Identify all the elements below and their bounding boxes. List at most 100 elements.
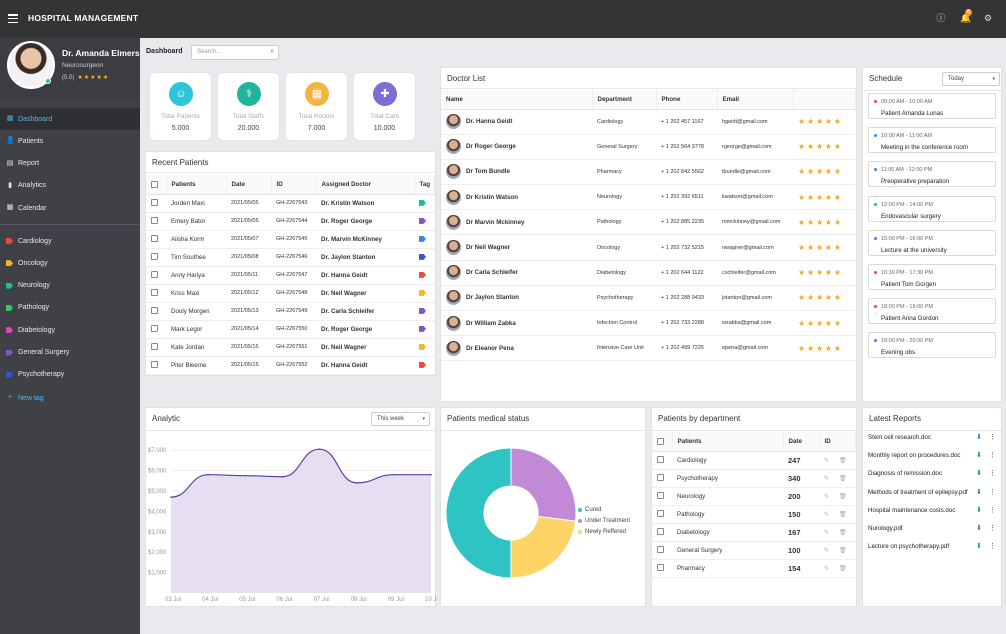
select-all-checkbox[interactable] (657, 437, 664, 445)
search-icon[interactable]: ⌕ (270, 48, 274, 55)
more-vertical-icon[interactable]: ⋮ (989, 434, 996, 441)
row-checkbox[interactable] (151, 307, 158, 315)
col-header-assigned-doctor[interactable]: Assigned Doctor (316, 175, 415, 195)
table-row[interactable]: Dr Neil Wagner Oncology + 1 202 732 5215 nw… (441, 234, 856, 261)
doctor-name[interactable]: Dr Neil Wagner (466, 244, 511, 252)
hamburger-menu-icon[interactable] (8, 14, 18, 23)
sidebar-tag-oncology[interactable]: Oncology (0, 252, 140, 274)
row-checkbox[interactable] (657, 510, 664, 518)
row-checkbox[interactable] (657, 546, 664, 554)
assigned-doctor[interactable]: Dr. Hanna Geidt (316, 266, 414, 285)
tag-icon[interactable] (419, 235, 426, 242)
tag-icon[interactable] (419, 253, 426, 260)
tag-icon[interactable] (419, 325, 426, 332)
row-checkbox[interactable] (151, 217, 158, 225)
more-vertical-icon[interactable]: ⋮ (989, 452, 996, 460)
report-file-name[interactable]: Diagnosis of remission.doc (868, 470, 942, 478)
schedule-item[interactable]: 16:30 PM - 17:30 PM Patient Tom Gorgen (868, 264, 996, 290)
tag-icon[interactable] (419, 361, 426, 368)
table-row[interactable]: Kate Jordan 2021/05/15 GH-2267551 Dr. Neil … (146, 338, 435, 357)
sidebar-tag-neurology[interactable]: Neurology (0, 275, 140, 297)
tag-icon[interactable] (419, 343, 426, 350)
row-checkbox[interactable] (151, 325, 158, 333)
sidebar-item-patients[interactable]: 👤 Patients (0, 130, 140, 152)
table-row[interactable]: Dr Eleanor Pena Intensive Care Unit + 1 20… (441, 335, 856, 362)
sidebar-item-dashboard[interactable]: ▦ Dashboard (0, 108, 140, 130)
assigned-doctor[interactable]: Dr. Roger George (316, 320, 414, 339)
stat-card-total-rooms[interactable]: ▦ Total Rooms 7.000 (285, 72, 348, 141)
download-icon[interactable]: ⬇ (976, 488, 982, 496)
schedule-filter-select[interactable]: Today ▾ (942, 72, 1000, 86)
doctor-name[interactable]: Dr William Zabka (466, 319, 516, 327)
trash-icon[interactable]: 🗑 (839, 511, 847, 518)
schedule-item[interactable]: 18:00 PM - 19:00 PM Patient Anna Gordon (868, 298, 996, 325)
row-checkbox[interactable] (151, 361, 158, 369)
schedule-item[interactable]: 19:00 PM - 20:00 PM Evening obs (868, 332, 996, 359)
row-checkbox[interactable] (657, 492, 664, 500)
table-row[interactable]: Dr Carla Schleifer Diabetology + 1 202 644… (441, 260, 856, 286)
table-row[interactable]: Neurology 200 ✎ 🗑 (652, 487, 856, 506)
breadcrumb[interactable]: Dashboard (146, 48, 183, 55)
doctor-email[interactable]: wzabka@gmail.com (717, 310, 793, 337)
assigned-doctor[interactable]: Dr. Roger George (316, 212, 414, 231)
schedule-item[interactable]: 15:00 PM - 16:00 PM Lecture at the univer… (868, 229, 996, 256)
download-icon[interactable]: ⬇ (976, 452, 982, 460)
stat-card-total-patients[interactable]: ☺ Total Patients 5.000 (149, 72, 212, 141)
assigned-doctor[interactable]: Dr. Marvin McKinney (316, 230, 414, 249)
schedule-item[interactable]: 12:00 PM - 14:00 PM Endovascular surgery (868, 195, 996, 222)
assigned-doctor[interactable]: Dr. Hanna Geidt (316, 356, 414, 375)
report-file-name[interactable]: Hospital maintenance costs.doc (868, 506, 956, 514)
stat-card-total-cars[interactable]: ✚ Total Cars 10.000 (353, 72, 416, 141)
col-header-patients[interactable]: Patients (672, 432, 784, 452)
table-row[interactable]: Kriss Maxi 2021/05/12 GH-2267548 Dr. Neil W… (146, 284, 435, 303)
table-row[interactable]: Pathology 150 ✎ 🗑 (652, 505, 856, 524)
assigned-doctor[interactable]: Dr. Kristin Watson (316, 194, 414, 213)
table-row[interactable]: Pharmacy 154 ✎ 🗑 (652, 559, 856, 578)
sidebar-tag-cardiology[interactable]: Cardiology (0, 230, 140, 252)
more-vertical-icon[interactable]: ⋮ (989, 470, 996, 478)
report-file-name[interactable]: Nurology.pdf (868, 525, 903, 532)
doctor-name[interactable]: Dr Tom Bundle (466, 168, 510, 176)
doctor-email[interactable]: cschleifer@gmail.com (717, 260, 793, 286)
row-checkbox[interactable] (151, 271, 158, 279)
row-checkbox[interactable] (151, 253, 158, 261)
row-checkbox[interactable] (151, 235, 158, 243)
doctor-email[interactable]: kwatson@gmail.com (717, 184, 793, 211)
schedule-item[interactable]: 10:00 AM - 11:00 AM Meeting in the confer… (868, 127, 996, 154)
download-icon[interactable]: ⬇ (976, 525, 982, 532)
edit-pencil-icon[interactable]: ✎ (824, 565, 830, 572)
edit-pencil-icon[interactable]: ✎ (824, 511, 830, 518)
table-row[interactable]: Dr Kristin Watson Neurology + 1 202 392 65… (441, 184, 856, 211)
more-vertical-icon[interactable]: ⋮ (989, 543, 996, 551)
sidebar-tag-pathology[interactable]: Pathology (0, 297, 140, 319)
doctor-name[interactable]: Dr Kristin Watson (466, 193, 519, 201)
edit-pencil-icon[interactable]: ✎ (824, 475, 830, 482)
table-row[interactable]: Diabetology 167 ✎ 🗑 (652, 523, 856, 542)
bell-icon[interactable]: 🔔 (960, 13, 972, 23)
edit-pencil-icon[interactable]: ✎ (824, 493, 830, 500)
table-row[interactable]: Alisha Korm 2021/05/07 GH-2267545 Dr. Marvi… (146, 230, 435, 249)
col-header-department[interactable]: Department (592, 90, 657, 110)
sidebar-item-report[interactable]: ▤ Report (0, 153, 140, 175)
report-file-name[interactable]: Lecture on psychotherapy.pdf (868, 543, 950, 551)
info-icon[interactable]: ⓘ (936, 13, 946, 23)
download-icon[interactable]: ⬇ (976, 434, 982, 441)
row-checkbox[interactable] (151, 343, 158, 351)
new-tag-button[interactable]: + New tag (0, 387, 140, 409)
settings-gear-icon[interactable]: ⚙ (983, 13, 993, 23)
doctor-name[interactable]: Dr Roger George (466, 143, 516, 151)
table-row[interactable]: Piter Bleeme 2021/05/15 GH-2267552 Dr. Hann… (146, 356, 435, 375)
col-header-date[interactable]: Date (783, 432, 820, 452)
col-header-tag[interactable]: Tag (414, 175, 435, 195)
doctor-email[interactable]: jstanton@gmail.com (717, 285, 793, 312)
download-icon[interactable]: ⬇ (976, 543, 982, 551)
assigned-doctor[interactable]: Dr. Neil Wagner (316, 338, 414, 357)
search-input[interactable]: Search... ⌕ (191, 45, 279, 60)
sidebar-item-analytics[interactable]: ▮ Analytics (0, 175, 140, 197)
report-file-name[interactable]: Monthly report on procedures.doc (868, 452, 961, 460)
table-row[interactable]: Tim Southee 2021/05/08 GH-2267546 Dr. Jaylo… (146, 248, 435, 267)
avatar[interactable] (7, 41, 55, 89)
download-icon[interactable]: ⬇ (976, 506, 982, 514)
assigned-doctor[interactable]: Dr. Neil Wagner (316, 284, 414, 303)
table-row[interactable]: General Surgery 100 ✎ 🗑 (652, 541, 856, 560)
